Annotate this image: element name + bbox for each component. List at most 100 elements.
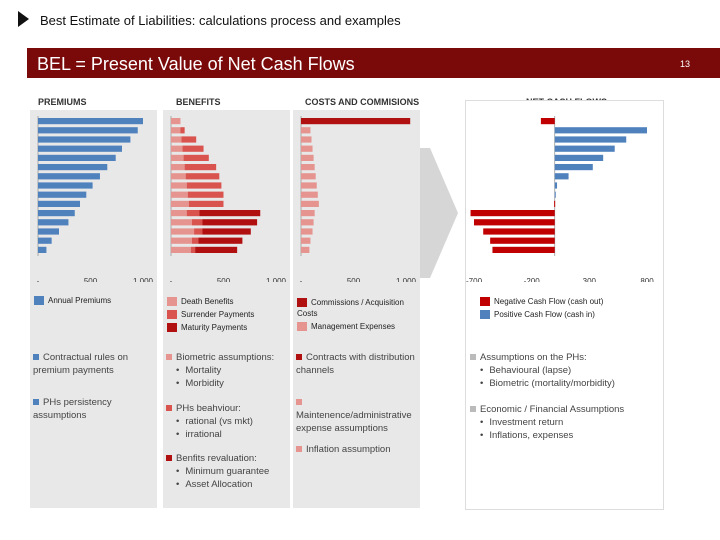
title-arrow-icon — [18, 11, 29, 27]
flow-arrow-stem — [420, 148, 430, 278]
net-bar — [554, 127, 647, 134]
tick-label: - — [37, 277, 40, 282]
bar — [301, 200, 319, 207]
note-sub-item: Behavioural (lapse) — [480, 364, 660, 377]
net-bar — [490, 237, 555, 244]
tick-label: - — [170, 277, 173, 282]
bar — [202, 219, 258, 226]
bar — [171, 191, 188, 198]
legend-death-benefits: Death Benefits — [167, 297, 233, 307]
bar — [194, 228, 203, 235]
net-bar — [540, 118, 555, 125]
note-premiums-2: PHs persistency assumptions — [33, 397, 112, 421]
legend-swatch — [297, 298, 307, 308]
bar — [38, 182, 93, 189]
note-sub-item: Minimum guarantee — [176, 465, 290, 478]
legend-swatch — [167, 323, 177, 333]
bar — [301, 182, 317, 189]
banner-formula: BEL = Present Value of Net Cash Flows — [37, 54, 355, 74]
bar — [301, 210, 315, 217]
bar — [199, 210, 261, 217]
legend-commissions: Commissions / Acquisition Costs — [297, 298, 404, 318]
net-chart: -700 -200 300 800 — [466, 116, 654, 282]
net-bar — [554, 200, 556, 207]
bar — [192, 237, 199, 244]
bar — [38, 246, 47, 253]
legend-swatch — [167, 297, 177, 307]
bar — [38, 173, 100, 180]
bullet-square-icon — [166, 354, 172, 361]
bar — [192, 219, 203, 226]
bar — [171, 154, 184, 161]
bar — [38, 219, 69, 226]
net-bar — [554, 154, 604, 161]
bar — [186, 210, 200, 217]
note-net-2: Economic / Financial Assumptions Investm… — [470, 403, 660, 442]
bar — [301, 145, 313, 152]
bar — [38, 127, 138, 134]
bar — [195, 246, 238, 253]
bar — [186, 182, 222, 189]
net-bar — [474, 219, 555, 226]
banner: BEL = Present Value of Net Cash Flows — [27, 48, 720, 78]
bullet-square-icon — [33, 399, 39, 406]
bar — [38, 154, 116, 161]
benefits-chart: - 500 1.000 — [170, 116, 287, 282]
note-benefits-2: PHs beahviour: rational (vs mkt)irration… — [166, 402, 290, 441]
bar — [171, 145, 183, 152]
tick-label: -700 — [466, 277, 483, 282]
flow-arrow-icon — [430, 148, 458, 278]
bar — [171, 173, 186, 180]
page-number: 13 — [680, 59, 691, 69]
costs-chart: - 500 1.000 — [300, 116, 417, 282]
tick-label: 500 — [347, 277, 361, 282]
tick-label: 800 — [640, 277, 654, 282]
tick-label: 1.000 — [266, 277, 287, 282]
premiums-heading: PREMIUMS — [38, 97, 87, 107]
premiums-chart: - 500 1.000 — [37, 116, 154, 282]
legend-maturity-payments: Maturity Payments — [167, 323, 247, 333]
bar — [38, 237, 52, 244]
bar — [301, 154, 314, 161]
bar — [38, 118, 143, 125]
bar — [185, 173, 220, 180]
bar — [38, 228, 59, 235]
bullet-square-icon — [166, 405, 172, 412]
note-costs-2: Maintenence/administrative expense assum… — [296, 396, 420, 435]
bullet-square-icon — [470, 354, 476, 361]
tick-label: -200 — [524, 277, 541, 282]
note-sub-item: rational (vs mkt) — [176, 415, 290, 428]
tick-label: 500 — [217, 277, 231, 282]
bar — [171, 246, 191, 253]
tick-label: - — [300, 277, 303, 282]
note-sub-item: Investment return — [480, 416, 660, 429]
note-benefits-1: Biometric assumptions: MortalityMorbidit… — [166, 351, 290, 390]
net-bar — [483, 228, 555, 235]
tick-label: 1.000 — [396, 277, 417, 282]
bar — [181, 136, 197, 143]
bar — [171, 228, 195, 235]
bar — [182, 145, 204, 152]
bar — [187, 191, 224, 198]
bar — [301, 237, 311, 244]
tick-label: 300 — [583, 277, 597, 282]
tick-label: 1.000 — [133, 277, 154, 282]
bar — [171, 127, 181, 134]
bullet-square-icon — [296, 446, 302, 453]
bar — [171, 118, 181, 125]
bar — [198, 237, 243, 244]
note-costs-1: Contracts with distribution channels — [296, 352, 415, 376]
bar — [183, 154, 209, 161]
legend-annual-premiums: Annual Premiums — [34, 296, 111, 306]
bar — [38, 200, 80, 207]
legend-negative-cash-flow: Negative Cash Flow (cash out) — [480, 297, 603, 307]
bar — [171, 219, 192, 226]
bar — [38, 210, 75, 217]
bullet-square-icon — [296, 354, 302, 361]
bar — [171, 136, 182, 143]
note-sub-item: irrational — [176, 428, 290, 441]
note-sub-item: Morbidity — [176, 377, 290, 390]
bullet-square-icon — [166, 455, 172, 462]
bar — [38, 136, 131, 143]
bar — [171, 200, 189, 207]
